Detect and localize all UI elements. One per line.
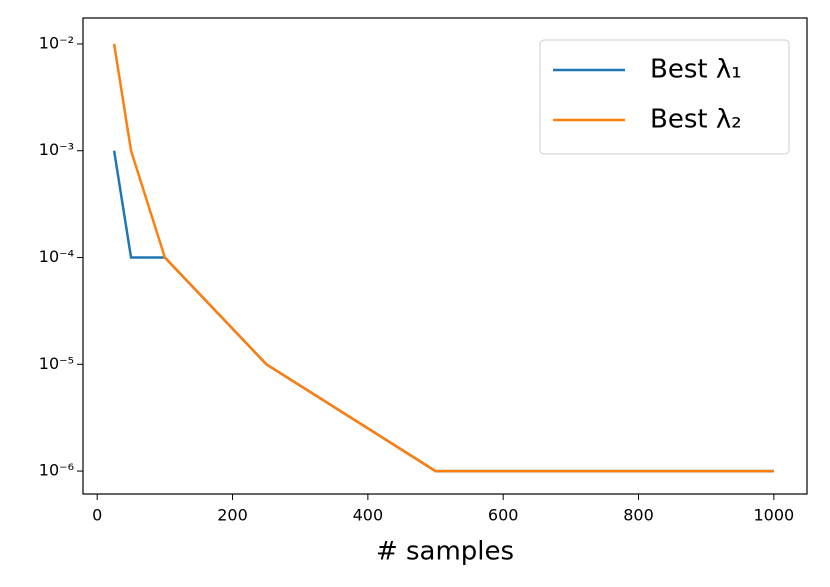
x-tick-label: 400 — [353, 506, 384, 525]
x-axis-label: # samples — [376, 537, 514, 567]
x-tick-label: 0 — [92, 506, 102, 525]
y-tick-label: 10⁻⁴ — [39, 247, 74, 266]
x-tick-label: 600 — [488, 506, 519, 525]
y-tick-label: 10⁻² — [39, 33, 74, 52]
legend-box — [539, 39, 790, 155]
plot-frame — [82, 17, 808, 495]
x-tick-label: 800 — [623, 506, 654, 525]
y-tick-label: 10⁻⁵ — [39, 354, 74, 373]
x-tick-label: 200 — [217, 506, 248, 525]
y-tick-label: 10⁻³ — [39, 140, 74, 159]
legend-label: Best λ₁ — [650, 55, 742, 85]
series-line — [112, 150, 774, 473]
series-line — [112, 43, 774, 473]
x-tick-label: 1000 — [753, 506, 794, 525]
y-tick-label: 10⁻⁶ — [39, 461, 74, 480]
legend-label: Best λ₂ — [650, 105, 742, 135]
